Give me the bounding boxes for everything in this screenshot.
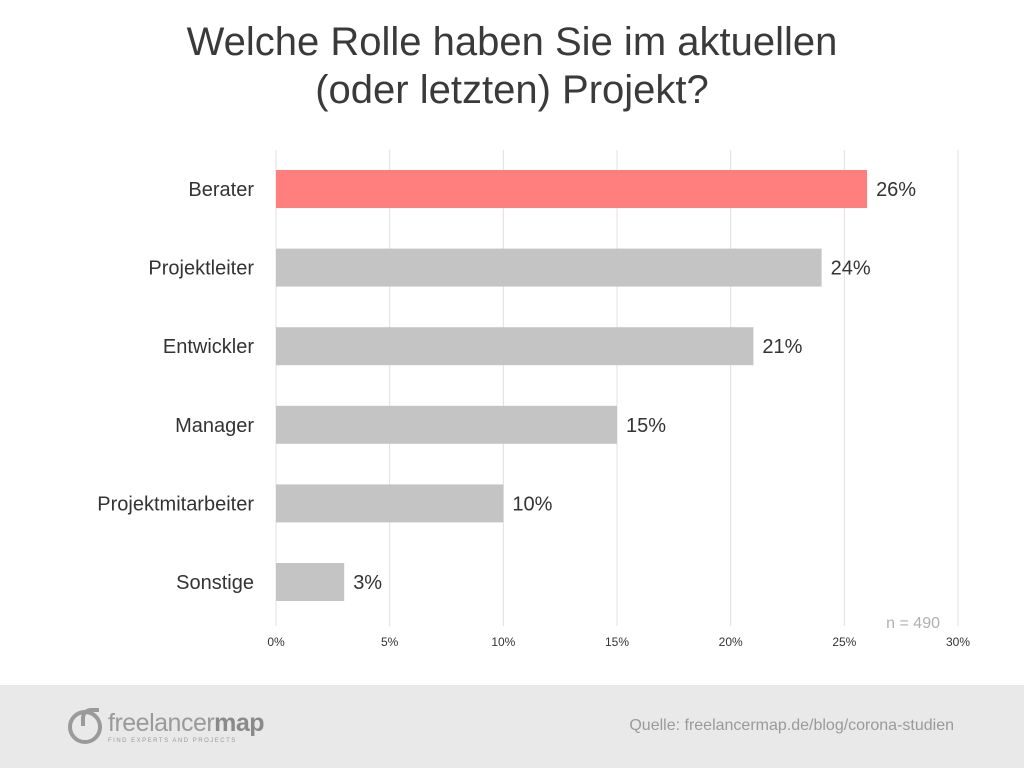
chart-title-line-2: (oder letzten) Projekt? (315, 68, 709, 112)
value-label-sonstige: 3% (353, 572, 382, 594)
bar-sonstige (276, 563, 345, 601)
logo-mark-icon (68, 708, 102, 744)
value-label-manager: 15% (626, 415, 666, 437)
category-label-projektleiter: Projektleiter (148, 258, 254, 280)
footer: freelancermap FIND EXPERTS AND PROJECTS … (0, 685, 1024, 768)
category-label-entwickler: Entwickler (163, 336, 254, 358)
value-label-projektleiter: 24% (831, 258, 871, 280)
value-label-berater: 26% (876, 179, 916, 201)
x-tick-label-30: 30% (946, 635, 970, 649)
x-tick-label-5: 5% (381, 635, 399, 649)
x-tick-label-20: 20% (719, 635, 743, 649)
sample-size-annotation: n = 490 (886, 615, 940, 632)
chart-title-line-1: Welche Rolle haben Sie im aktuellen (186, 20, 838, 64)
bar-entwickler (276, 327, 754, 366)
logo-tagline: FIND EXPERTS AND PROJECTS (108, 737, 237, 744)
bar-projektleiter (276, 248, 822, 287)
category-label-berater: Berater (188, 179, 254, 201)
chart-title: Welche Rolle haben Sie im aktuellen (ode… (0, 18, 1024, 114)
category-label-projektmitarbeiter: Projektmitarbeiter (97, 493, 254, 515)
bar-berater (276, 170, 868, 208)
bar-projektmitarbeiter (276, 484, 504, 523)
x-tick-label-0: 0% (267, 635, 285, 649)
value-label-entwickler: 21% (762, 336, 802, 358)
freelancermap-logo[interactable]: freelancermap FIND EXPERTS AND PROJECTS (68, 707, 265, 747)
value-label-projektmitarbeiter: 10% (512, 493, 552, 515)
category-label-manager: Manager (175, 415, 254, 437)
x-tick-label-15: 15% (605, 635, 629, 649)
x-tick-label-10: 10% (491, 635, 515, 649)
bar-manager (276, 405, 617, 444)
x-tick-label-25: 25% (832, 635, 856, 649)
logo-name: freelancermap (108, 708, 265, 737)
category-label-sonstige: Sonstige (176, 572, 254, 594)
logo-text: freelancermap FIND EXPERTS AND PROJECTS (108, 708, 265, 744)
source-text[interactable]: Quelle: freelancermap.de/blog/corona-stu… (629, 717, 954, 734)
bar-chart: 0% 5% 10% 15% 20% 25% 30% Berater 26% Projektleit… (97, 150, 970, 649)
